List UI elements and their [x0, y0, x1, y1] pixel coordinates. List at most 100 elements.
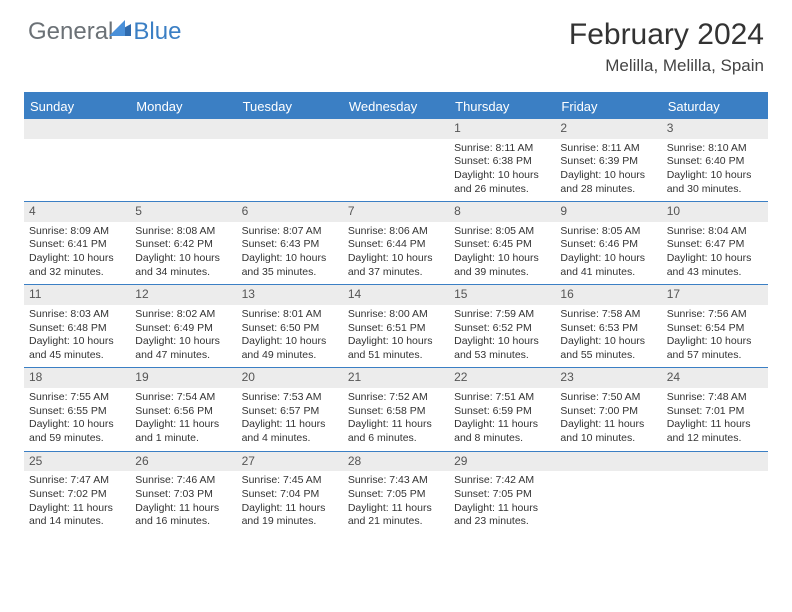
sunrise-line: Sunrise: 7:42 AM	[454, 474, 550, 488]
calendar-cell: 19Sunrise: 7:54 AMSunset: 6:56 PMDayligh…	[130, 368, 236, 450]
day-number: 10	[662, 202, 768, 222]
daylight-line: Daylight: 10 hours and 39 minutes.	[454, 252, 550, 279]
logo-triangle-icon	[109, 20, 131, 36]
cell-body: Sunrise: 7:58 AMSunset: 6:53 PMDaylight:…	[555, 305, 661, 368]
calendar-cell: 20Sunrise: 7:53 AMSunset: 6:57 PMDayligh…	[237, 368, 343, 450]
sunrise-line: Sunrise: 7:59 AM	[454, 308, 550, 322]
sunrise-line: Sunrise: 8:05 AM	[454, 225, 550, 239]
sunrise-line: Sunrise: 7:51 AM	[454, 391, 550, 405]
calendar-cell: 5Sunrise: 8:08 AMSunset: 6:42 PMDaylight…	[130, 202, 236, 284]
day-number: 2	[555, 119, 661, 139]
sunset-line: Sunset: 6:54 PM	[667, 322, 763, 336]
day-number: 3	[662, 119, 768, 139]
calendar-cell: 1Sunrise: 8:11 AMSunset: 6:38 PMDaylight…	[449, 119, 555, 201]
day-number: 27	[237, 452, 343, 472]
week-row: 4Sunrise: 8:09 AMSunset: 6:41 PMDaylight…	[24, 201, 768, 284]
calendar-cell: 22Sunrise: 7:51 AMSunset: 6:59 PMDayligh…	[449, 368, 555, 450]
cell-body: Sunrise: 8:04 AMSunset: 6:47 PMDaylight:…	[662, 222, 768, 285]
cell-body: Sunrise: 7:45 AMSunset: 7:04 PMDaylight:…	[237, 471, 343, 534]
calendar-cell	[555, 452, 661, 534]
daylight-line: Daylight: 10 hours and 57 minutes.	[667, 335, 763, 362]
daylight-line: Daylight: 11 hours and 12 minutes.	[667, 418, 763, 445]
sunset-line: Sunset: 6:58 PM	[348, 405, 444, 419]
sunset-line: Sunset: 6:57 PM	[242, 405, 338, 419]
daylight-line: Daylight: 10 hours and 41 minutes.	[560, 252, 656, 279]
calendar-cell: 13Sunrise: 8:01 AMSunset: 6:50 PMDayligh…	[237, 285, 343, 367]
calendar-cell	[343, 119, 449, 201]
sunrise-line: Sunrise: 7:52 AM	[348, 391, 444, 405]
calendar-cell: 15Sunrise: 7:59 AMSunset: 6:52 PMDayligh…	[449, 285, 555, 367]
sunset-line: Sunset: 6:49 PM	[135, 322, 231, 336]
daylight-line: Daylight: 10 hours and 35 minutes.	[242, 252, 338, 279]
calendar-cell: 24Sunrise: 7:48 AMSunset: 7:01 PMDayligh…	[662, 368, 768, 450]
week-row: 1Sunrise: 8:11 AMSunset: 6:38 PMDaylight…	[24, 119, 768, 201]
sunset-line: Sunset: 6:40 PM	[667, 155, 763, 169]
day-number: 18	[24, 368, 130, 388]
title-block: February 2024 Melilla, Melilla, Spain	[569, 18, 764, 76]
sunrise-line: Sunrise: 8:07 AM	[242, 225, 338, 239]
cell-body: Sunrise: 8:11 AMSunset: 6:39 PMDaylight:…	[555, 139, 661, 202]
daylight-line: Daylight: 10 hours and 59 minutes.	[29, 418, 125, 445]
day-number: 29	[449, 452, 555, 472]
weekday-header: Monday	[130, 94, 236, 119]
weeks-container: 1 Sunrise: 8:11 AMSunset: 6:38 PM Daylight…	[24, 119, 768, 534]
day-number: 6	[237, 202, 343, 222]
sunrise-line: Sunrise: 7:45 AM	[242, 474, 338, 488]
daylight-line: Daylight: 10 hours and 37 minutes.	[348, 252, 444, 279]
day-number: 17	[662, 285, 768, 305]
day-number	[130, 119, 236, 139]
day-number	[24, 119, 130, 139]
daylight-line: Daylight: 11 hours and 19 minutes.	[242, 502, 338, 529]
calendar-cell: 9Sunrise: 8:05 AMSunset: 6:46 PMDaylight…	[555, 202, 661, 284]
sunset-line: Sunset: 7:05 PM	[454, 488, 550, 502]
day-number: 13	[237, 285, 343, 305]
daylight-line: Daylight: 10 hours and 45 minutes.	[29, 335, 125, 362]
location-label: Melilla, Melilla, Spain	[569, 56, 764, 76]
calendar-cell: 26Sunrise: 7:46 AMSunset: 7:03 PMDayligh…	[130, 452, 236, 534]
weekday-header: Saturday	[662, 94, 768, 119]
day-number: 24	[662, 368, 768, 388]
calendar-cell: 17 Sunrise: 7:56 AMSunset: 6:54 PMDayligh…	[662, 285, 768, 367]
logo-text-blue: Blue	[133, 18, 181, 46]
sunrise-line: Sunrise: 8:01 AM	[242, 308, 338, 322]
sunset-line: Sunset: 6:56 PM	[135, 405, 231, 419]
sunrise-line: Sunrise: 8:10 AM	[667, 142, 763, 156]
sunrise-line: Sunrise: 8:11 AM	[454, 142, 550, 156]
sunset-line: Sunset: 6:38 PM	[454, 155, 550, 169]
daylight-line: Daylight: 11 hours and 21 minutes.	[348, 502, 444, 529]
calendar-cell: 7Sunrise: 8:06 AMSunset: 6:44 PMDaylight…	[343, 202, 449, 284]
sunrise-line: Sunrise: 8:05 AM	[560, 225, 656, 239]
sunset-line: Sunset: 6:45 PM	[454, 238, 550, 252]
calendar-cell: 14Sunrise: 8:00 AMSunset: 6:51 PMDayligh…	[343, 285, 449, 367]
daylight-line: Daylight: 11 hours and 16 minutes.	[135, 502, 231, 529]
sunrise-line: Sunrise: 7:47 AM	[29, 474, 125, 488]
day-number	[237, 119, 343, 139]
sunset-line: Sunset: 6:43 PM	[242, 238, 338, 252]
day-number: 11	[24, 285, 130, 305]
cell-body: Sunrise: 8:05 AMSunset: 6:46 PMDaylight:…	[555, 222, 661, 285]
daylight-line: Daylight: 10 hours and 51 minutes.	[348, 335, 444, 362]
day-number: 5	[130, 202, 236, 222]
daylight-line: Daylight: 11 hours and 1 minute.	[135, 418, 231, 445]
day-number: 1	[449, 119, 555, 139]
week-row: 11Sunrise: 8:03 AMSunset: 6:48 PMDayligh…	[24, 284, 768, 367]
cell-body: Sunrise: 8:10 AMSunset: 6:40 PMDaylight:…	[662, 139, 768, 202]
cell-body: Sunrise: 7:42 AMSunset: 7:05 PMDaylight:…	[449, 471, 555, 534]
calendar-cell: 11Sunrise: 8:03 AMSunset: 6:48 PMDayligh…	[24, 285, 130, 367]
day-number: 14	[343, 285, 449, 305]
day-number: 21	[343, 368, 449, 388]
day-number: 7	[343, 202, 449, 222]
sunrise-line: Sunrise: 7:56 AM	[667, 308, 763, 322]
sunrise-line: Sunrise: 7:43 AM	[348, 474, 444, 488]
cell-body: Sunrise: 7:59 AMSunset: 6:52 PMDaylight:…	[449, 305, 555, 368]
sunrise-line: Sunrise: 8:08 AM	[135, 225, 231, 239]
cell-body: Sunrise: 8:03 AMSunset: 6:48 PMDaylight:…	[24, 305, 130, 368]
cell-body: Sunrise: 7:52 AMSunset: 6:58 PMDaylight:…	[343, 388, 449, 451]
logo-text-general: General	[28, 18, 113, 46]
sunrise-line: Sunrise: 8:06 AM	[348, 225, 444, 239]
sunset-line: Sunset: 7:02 PM	[29, 488, 125, 502]
sunrise-line: Sunrise: 7:50 AM	[560, 391, 656, 405]
weekday-header-row: SundayMondayTuesdayWednesdayThursdayFrid…	[24, 94, 768, 119]
calendar-cell: 2Sunrise: 8:11 AMSunset: 6:39 PMDaylight…	[555, 119, 661, 201]
logo: General Blue	[28, 18, 181, 46]
